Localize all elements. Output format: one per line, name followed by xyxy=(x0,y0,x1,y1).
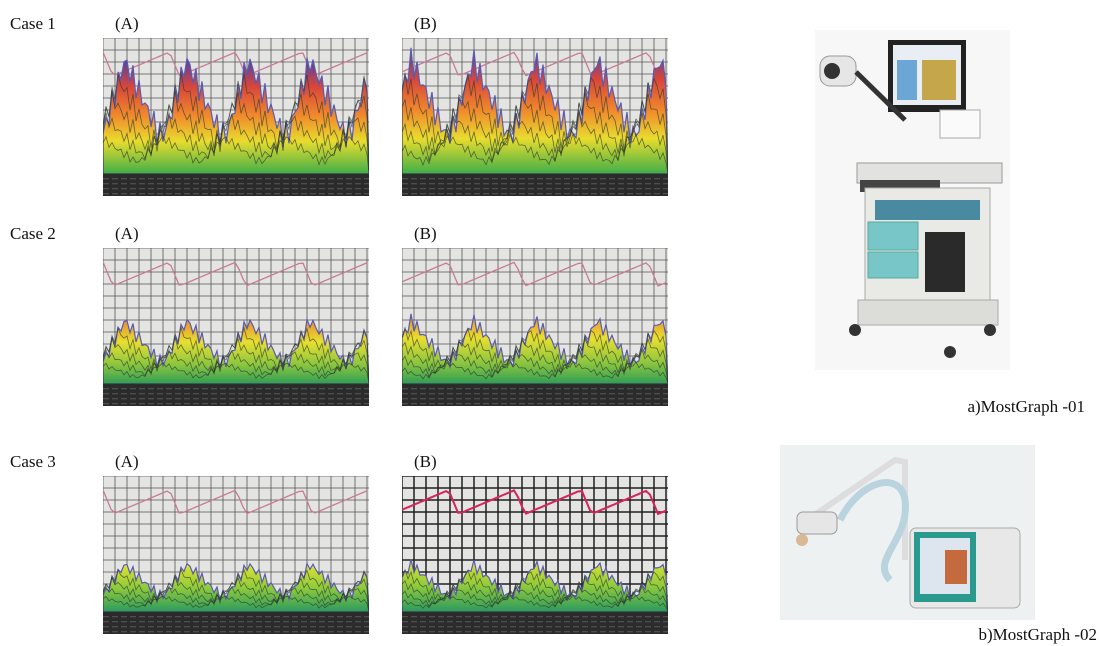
panel-body xyxy=(402,476,668,634)
panel-body xyxy=(103,476,369,634)
panel-body xyxy=(103,38,369,196)
panels: Case 1 (A) (B) Case 2 (A) (B) Case 3 (A) (B) xyxy=(10,14,668,634)
spectrogram-panel xyxy=(402,476,668,634)
spectrogram-panel xyxy=(103,248,369,406)
baseline-band xyxy=(103,612,369,634)
spectrogram-panel xyxy=(103,476,369,634)
baseline-band xyxy=(402,174,668,196)
panel-body xyxy=(402,38,668,196)
case-label: Case 2 xyxy=(10,224,56,243)
baseline-band xyxy=(103,384,369,406)
baseline-band xyxy=(402,384,668,406)
spectrogram-panel xyxy=(103,38,369,196)
figure: Case 1 (A) (B) Case 2 (A) (B) Case 3 (A) (B) a)M… xyxy=(0,0,1099,646)
device-b-image xyxy=(780,445,1035,620)
device-caption: a)MostGraph -01 xyxy=(967,397,1085,416)
panel-body xyxy=(402,248,668,406)
panel-label: (A) xyxy=(115,224,139,243)
spectrogram-panel xyxy=(402,248,668,406)
panel-label: (B) xyxy=(414,14,437,33)
baseline-band xyxy=(103,174,369,196)
panel-label: (A) xyxy=(115,452,139,471)
device-caption: b)MostGraph -02 xyxy=(978,625,1097,644)
spectrogram-panel xyxy=(402,38,668,196)
case-label: Case 1 xyxy=(10,14,56,33)
device-a-image xyxy=(815,30,1010,370)
panel-label: (A) xyxy=(115,14,139,33)
case-label: Case 3 xyxy=(10,452,56,471)
baseline-band xyxy=(402,612,668,634)
panel-body xyxy=(103,248,369,406)
panel-label: (B) xyxy=(414,452,437,471)
panel-label: (B) xyxy=(414,224,437,243)
